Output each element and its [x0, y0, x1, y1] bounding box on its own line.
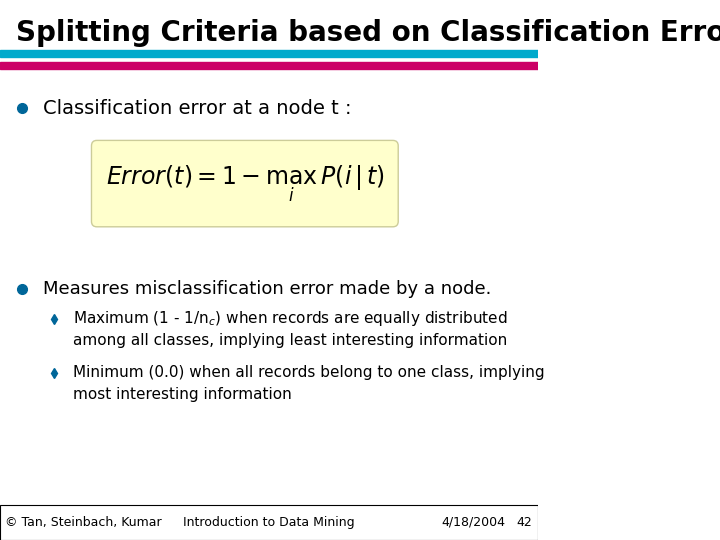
Text: among all classes, implying least interesting information: among all classes, implying least intere… — [73, 333, 507, 348]
Bar — [0, 50, 538, 57]
Text: most interesting information: most interesting information — [73, 387, 292, 402]
Bar — [0, 62, 538, 69]
Text: $\mathit{Error}(t) = 1 - \underset{i}{\max}\, P(i\,|\,t)$: $\mathit{Error}(t) = 1 - \underset{i}{\m… — [106, 163, 384, 204]
Text: Minimum (0.0) when all records belong to one class, implying: Minimum (0.0) when all records belong to… — [73, 365, 544, 380]
Text: Measures misclassification error made by a node.: Measures misclassification error made by… — [43, 280, 492, 298]
Bar — [0, 505, 538, 540]
Text: Splitting Criteria based on Classification Error: Splitting Criteria based on Classificati… — [16, 19, 720, 47]
Text: 42: 42 — [517, 516, 532, 529]
Text: 4/18/2004: 4/18/2004 — [441, 516, 505, 529]
Text: © Tan, Steinbach, Kumar: © Tan, Steinbach, Kumar — [5, 516, 162, 529]
Text: Classification error at a node t :: Classification error at a node t : — [43, 98, 351, 118]
FancyBboxPatch shape — [91, 140, 398, 227]
Text: Maximum (1 - 1/n$_c$) when records are equally distributed: Maximum (1 - 1/n$_c$) when records are e… — [73, 309, 507, 328]
Text: Introduction to Data Mining: Introduction to Data Mining — [184, 516, 355, 529]
